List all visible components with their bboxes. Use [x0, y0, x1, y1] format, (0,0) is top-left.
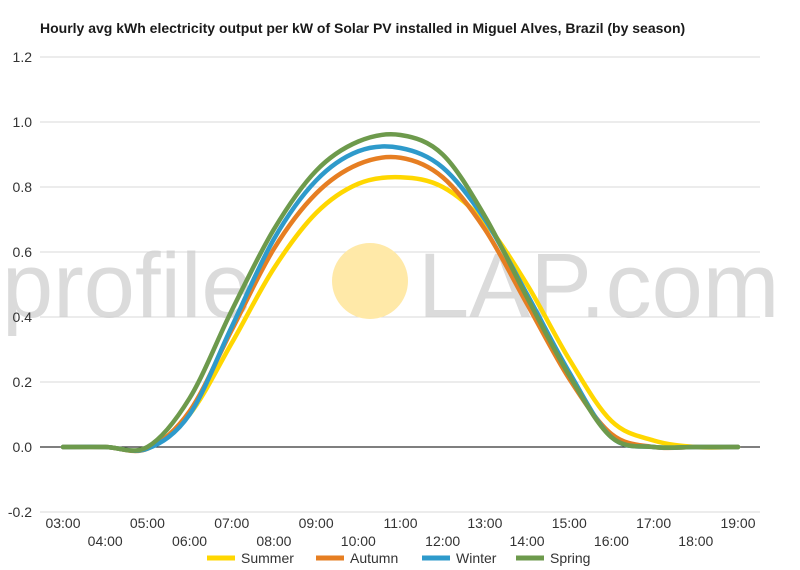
- chart-title: Hourly avg kWh electricity output per kW…: [40, 20, 685, 36]
- x-tick-label: 16:00: [594, 533, 629, 549]
- x-tick-label: 12:00: [425, 533, 460, 549]
- x-tick-label: 17:00: [636, 515, 671, 531]
- legend-label: Spring: [550, 550, 590, 566]
- y-tick-label: 0.8: [13, 179, 33, 195]
- x-tick-label: 09:00: [299, 515, 334, 531]
- x-tick-label: 08:00: [256, 533, 291, 549]
- series-lines: [60, 132, 741, 454]
- x-tick-label: 05:00: [130, 515, 165, 531]
- y-tick-label: 1.2: [13, 49, 33, 65]
- watermark-sun-icon: [332, 243, 408, 319]
- y-tick-label: 0.0: [13, 439, 33, 455]
- y-tick-label: 0.4: [13, 309, 33, 325]
- watermark: profile LAP.com: [2, 235, 779, 337]
- y-tick-label: -0.2: [8, 504, 32, 520]
- watermark-text-left: profile: [2, 235, 253, 337]
- x-tick-label: 11:00: [384, 515, 418, 531]
- x-tick-label: 07:00: [214, 515, 249, 531]
- legend-label: Summer: [241, 550, 294, 566]
- grid: [40, 56, 760, 513]
- watermark-text-right: LAP.com: [418, 235, 779, 337]
- legend-label: Winter: [456, 550, 497, 566]
- legend: Summer Autumn Winter Spring: [207, 550, 590, 566]
- y-tick-label: 1.0: [13, 114, 33, 130]
- x-tick-label: 18:00: [678, 533, 713, 549]
- series-line-spring: [60, 132, 741, 453]
- x-tick-label: 06:00: [172, 533, 207, 549]
- y-axis-ticks: -0.2 0.0 0.2 0.4 0.6 0.8 1.0 1.2: [8, 49, 32, 520]
- x-tick-label: 15:00: [552, 515, 587, 531]
- y-tick-label: 0.6: [13, 244, 33, 260]
- legend-label: Autumn: [350, 550, 398, 566]
- x-tick-label: 14:00: [510, 533, 545, 549]
- x-axis-ticks: 03:00 04:00 05:00 06:00 07:00 08:00 09:00 10:00…: [45, 515, 755, 549]
- x-tick-label: 10:00: [341, 533, 376, 549]
- x-tick-label: 13:00: [467, 515, 502, 531]
- x-tick-label: 03:00: [45, 515, 80, 531]
- x-tick-label: 04:00: [88, 533, 123, 549]
- x-tick-label: 19:00: [720, 515, 755, 531]
- y-tick-label: 0.2: [13, 374, 33, 390]
